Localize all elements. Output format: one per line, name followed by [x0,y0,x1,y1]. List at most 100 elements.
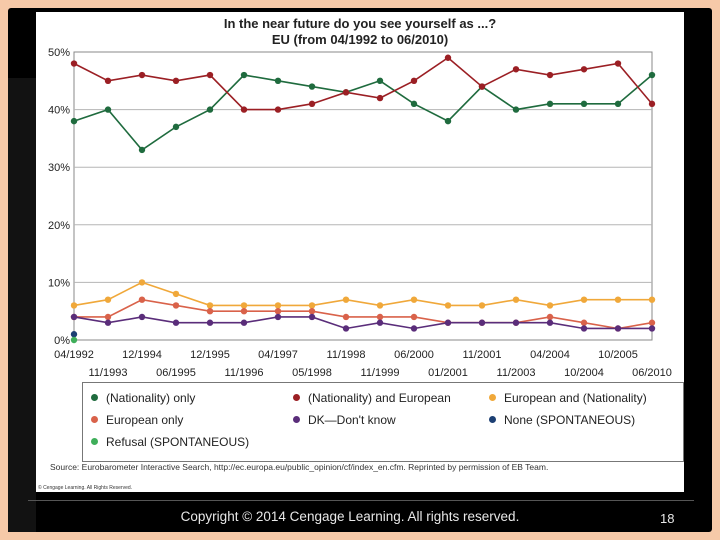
series-2 [70,279,656,309]
series-line [73,281,652,307]
data-point [444,302,452,309]
data-point [138,279,146,286]
data-point [308,83,316,90]
data-point [410,77,418,85]
data-point [308,308,316,315]
x-tick-label: 05/1998 [292,367,332,379]
data-point [240,106,248,113]
legend-marker [489,394,496,401]
data-point [172,302,180,309]
data-point [206,106,214,113]
data-point [648,325,656,332]
legend-item-none-spontaneous: None (SPONTANEOUS) [489,413,635,427]
series-0 [70,71,656,154]
copyright-notice: Copyright © 2014 Cengage Learning. All r… [180,509,520,524]
data-point [70,313,78,321]
chart-title-block: In the near future do you see yourself a… [36,16,684,48]
figure-panel: In the near future do you see yourself a… [36,12,684,492]
data-point [410,313,418,321]
data-point [580,319,588,326]
x-tick-label: 06/2010 [632,367,672,379]
data-point [512,66,520,73]
x-tick-label: 10/2005 [598,349,638,361]
data-point [104,319,112,326]
data-point [580,100,588,108]
y-tick-label: 0% [54,335,70,347]
data-point [70,117,78,125]
data-point [512,319,520,326]
legend-marker [91,394,98,401]
footer-divider [28,500,694,501]
data-point [580,66,588,73]
x-tick-label: 06/1995 [156,367,196,379]
data-point [274,302,282,309]
y-tick-label: 30% [48,162,70,174]
x-tick-label: 10/2004 [564,367,604,379]
legend-label: (Nationality) and European [308,391,451,405]
data-point [240,319,248,326]
legend-label: European and (Nationality) [504,391,647,405]
series-3 [70,296,656,332]
legend-label: European only [106,413,184,427]
data-point [104,296,112,303]
data-point [240,302,248,309]
data-point [342,313,350,321]
data-point [342,296,350,303]
data-point [376,319,384,326]
legend-marker [293,394,300,401]
y-axis-ticks: 0% 10% 20% 30% 40% 50% [48,47,70,347]
series-5 [70,331,78,338]
data-point [410,296,418,303]
data-point [512,296,520,303]
data-point [580,325,588,332]
legend-item-nationality-and-european: (Nationality) and European [293,391,451,405]
legend-label: DK—Don't know [308,413,396,427]
data-point [308,100,316,108]
x-axis-ticks: 04/1992 12/1994 12/1995 04/1997 11/1998 06/20… [54,349,672,379]
data-point [546,100,554,108]
data-point [580,296,588,303]
data-point [648,100,656,108]
data-point [138,296,146,303]
data-point [70,302,78,309]
source-note: Source: Eurobarometer Interactive Search… [50,462,549,472]
x-tick-label: 01/2001 [428,367,468,379]
y-tick-label: 10% [48,277,70,289]
data-point [546,313,554,321]
legend-item-european-only: European only [91,413,183,427]
data-point [274,106,282,113]
data-point [376,94,384,102]
x-tick-label: 04/2004 [530,349,570,361]
data-point [342,89,350,96]
data-point [138,71,146,79]
data-point [342,325,350,332]
x-tick-label: 06/2000 [394,349,434,361]
data-point [70,60,78,67]
y-tick-label: 50% [48,47,70,59]
data-point [172,123,180,131]
data-point [240,308,248,315]
publisher-credit: © Cengage Learning. All Rights Reserved. [38,485,133,491]
data-point [172,290,180,298]
x-tick-label: 11/2001 [463,349,502,361]
x-tick-label: 11/1996 [225,367,264,379]
data-point [478,302,486,309]
data-point [70,336,78,344]
x-tick-label: 12/1995 [190,349,230,361]
data-point [274,308,282,315]
legend-marker [293,416,300,423]
series-lines [70,54,656,344]
data-point [648,319,656,326]
data-point [70,331,78,338]
data-point [308,313,316,321]
data-point [206,71,214,79]
data-point [376,313,384,321]
series-line [73,56,653,111]
x-tick-label: 11/1993 [89,367,128,379]
data-point [444,319,452,326]
data-point [614,325,622,332]
data-point [614,100,622,108]
legend-marker [91,416,98,423]
data-point [104,313,112,321]
data-point [614,60,622,67]
